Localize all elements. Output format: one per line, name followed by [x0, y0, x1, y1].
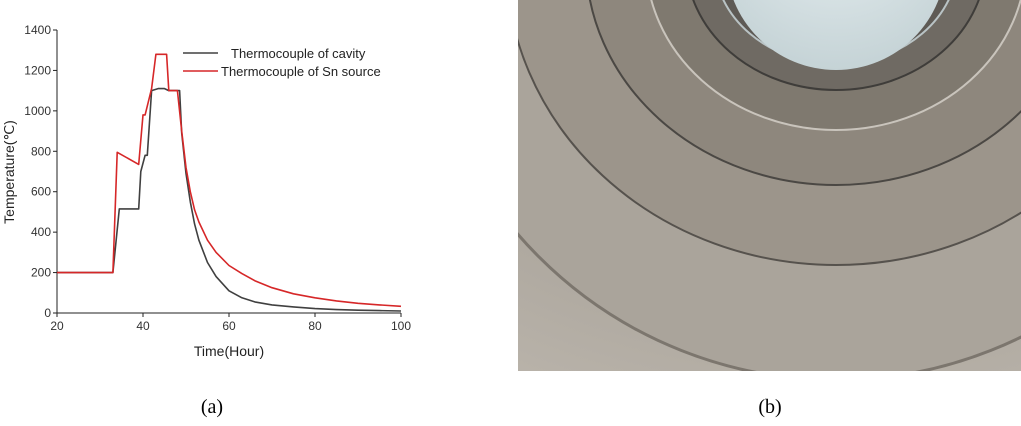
y-tick-label: 400 — [31, 225, 51, 239]
bright-core — [733, 0, 939, 70]
micrograph-photo — [518, 0, 1021, 371]
series-lines — [57, 53, 402, 312]
x-tick-label: 100 — [391, 319, 411, 333]
y-ticks: 0 200 400 600 800 1000 1200 1400 — [24, 23, 57, 320]
series-line-cavity — [57, 87, 402, 312]
legend: Thermocouple of cavity Thermocouple of Sn… — [183, 46, 381, 79]
y-tick-label: 600 — [31, 185, 51, 199]
x-ticks: 20 40 60 80 100 — [50, 313, 411, 333]
y-tick-label: 1200 — [24, 63, 51, 77]
y-tick-label: 200 — [31, 266, 51, 280]
temperature-chart: 0 200 400 600 800 1000 1200 1400 20 40 60 80 100 Ti… — [1, 23, 411, 359]
series-line-sn-source — [57, 53, 402, 308]
y-tick-label: 1000 — [24, 104, 51, 118]
x-tick-label: 80 — [308, 319, 322, 333]
y-tick-label: 1400 — [24, 23, 51, 37]
y-tick-label: 800 — [31, 144, 51, 158]
x-tick-label: 60 — [222, 319, 236, 333]
x-tick-label: 20 — [50, 319, 64, 333]
legend-label: Thermocouple of Sn source — [221, 64, 381, 79]
legend-label: Thermocouple of cavity — [231, 46, 366, 61]
x-axis-title: Time(Hour) — [194, 343, 264, 359]
y-axis-title: Temperature(℃) — [1, 120, 17, 224]
caption-a: (a) — [200, 396, 224, 418]
y-tick-label: 0 — [44, 306, 51, 320]
caption-b: (b) — [758, 396, 782, 418]
x-tick-label: 40 — [136, 319, 150, 333]
